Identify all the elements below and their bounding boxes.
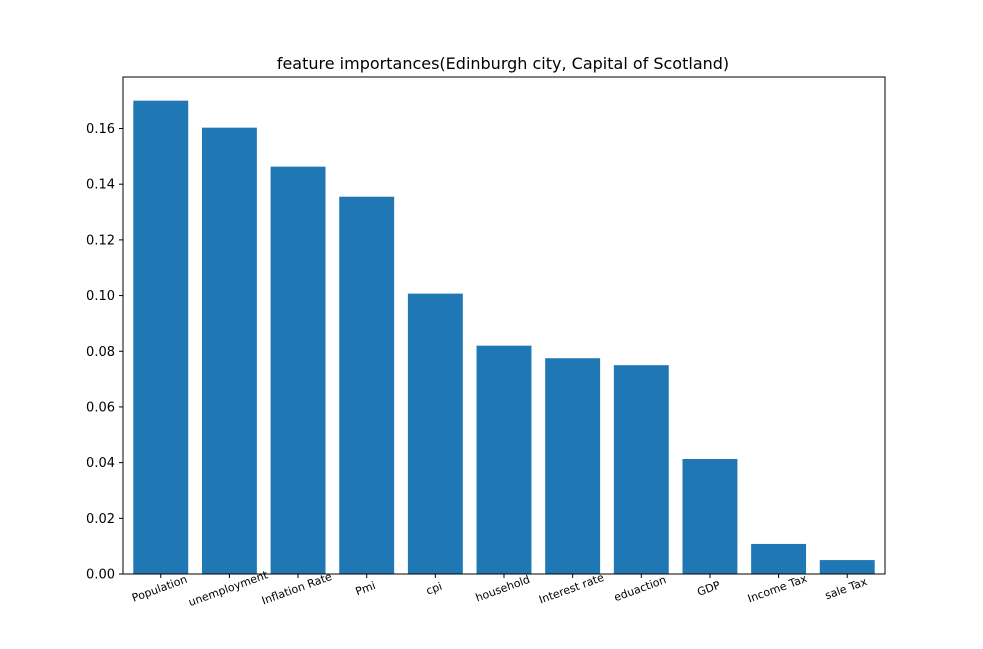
bar-income-tax xyxy=(751,543,807,574)
y-tick-label: 0.14 xyxy=(86,178,115,193)
y-tick-label: 0.00 xyxy=(86,568,115,583)
x-tick-label: household xyxy=(474,573,532,605)
x-tick-label: eduaction xyxy=(612,573,668,604)
bar-pmi xyxy=(339,196,395,575)
bar-unemployment xyxy=(201,127,257,575)
bar-interest-rate xyxy=(545,358,601,574)
bars-layer xyxy=(133,100,875,575)
x-tick-label: Pmi xyxy=(354,579,378,598)
y-tick-label: 0.12 xyxy=(86,233,115,248)
y-tick-label: 0.10 xyxy=(86,289,115,304)
y-axis: 0.00 0.02 0.04 0.06 0.08 0.10 0.12 0.14 0.16 xyxy=(86,122,123,583)
y-tick-label: 0.04 xyxy=(86,456,115,471)
bar-inflation-rate xyxy=(270,166,326,574)
x-tick-label: Inflation Rate xyxy=(260,570,334,607)
bar-eduaction xyxy=(613,365,669,574)
x-tick-label: GDP xyxy=(695,578,722,598)
y-tick-label: 0.06 xyxy=(86,400,115,415)
bar-population xyxy=(133,100,189,575)
bar-household xyxy=(476,345,532,574)
x-tick-label: cpi xyxy=(424,580,444,598)
x-tick-label: Income Tax xyxy=(746,572,809,606)
y-tick-label: 0.02 xyxy=(86,512,115,527)
y-tick-label: 0.08 xyxy=(86,345,115,360)
bar-gdp xyxy=(682,459,738,574)
bar-sale-tax xyxy=(819,560,875,574)
x-tick-label: Population xyxy=(130,573,189,605)
y-tick-label: 0.16 xyxy=(86,122,115,137)
plot-frame xyxy=(122,76,886,575)
x-tick-label: Interest rate xyxy=(537,571,606,607)
chart-title: feature importances(Edinburgh city, Capi… xyxy=(277,54,729,73)
bar-cpi xyxy=(407,293,463,574)
x-tick-label: sale Tax xyxy=(823,575,869,602)
